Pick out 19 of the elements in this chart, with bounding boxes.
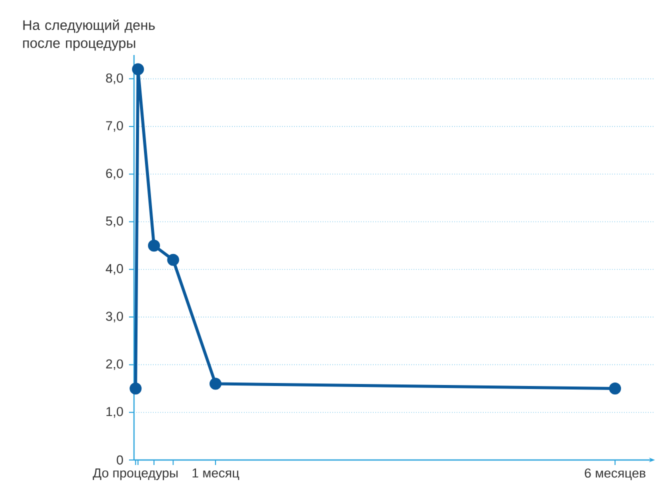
x-tick-label: 6 месяцев [584, 468, 646, 480]
x-tick-label: До процедуры [92, 468, 178, 480]
point [609, 382, 622, 395]
y-tick-label: 7,0 [106, 121, 123, 132]
y-tick-label: 4,0 [106, 264, 123, 275]
y-tick-label: 8,0 [106, 73, 123, 84]
y-tick-label: 6,0 [106, 168, 123, 180]
x-tick-label: 1 месяц [192, 468, 240, 480]
y-tick-label: 2,0 [106, 359, 123, 370]
point [130, 382, 142, 395]
y-tick-label: 1,0 [106, 406, 123, 418]
point [132, 63, 144, 76]
y-tick-label: 0 [116, 455, 123, 465]
point [167, 254, 180, 266]
y-tick-label: 5,0 [106, 216, 123, 228]
point [210, 378, 222, 390]
point [148, 240, 160, 252]
y-tick-label: 3,0 [106, 312, 123, 322]
text: На следующий день после процедуры [23, 20, 155, 51]
